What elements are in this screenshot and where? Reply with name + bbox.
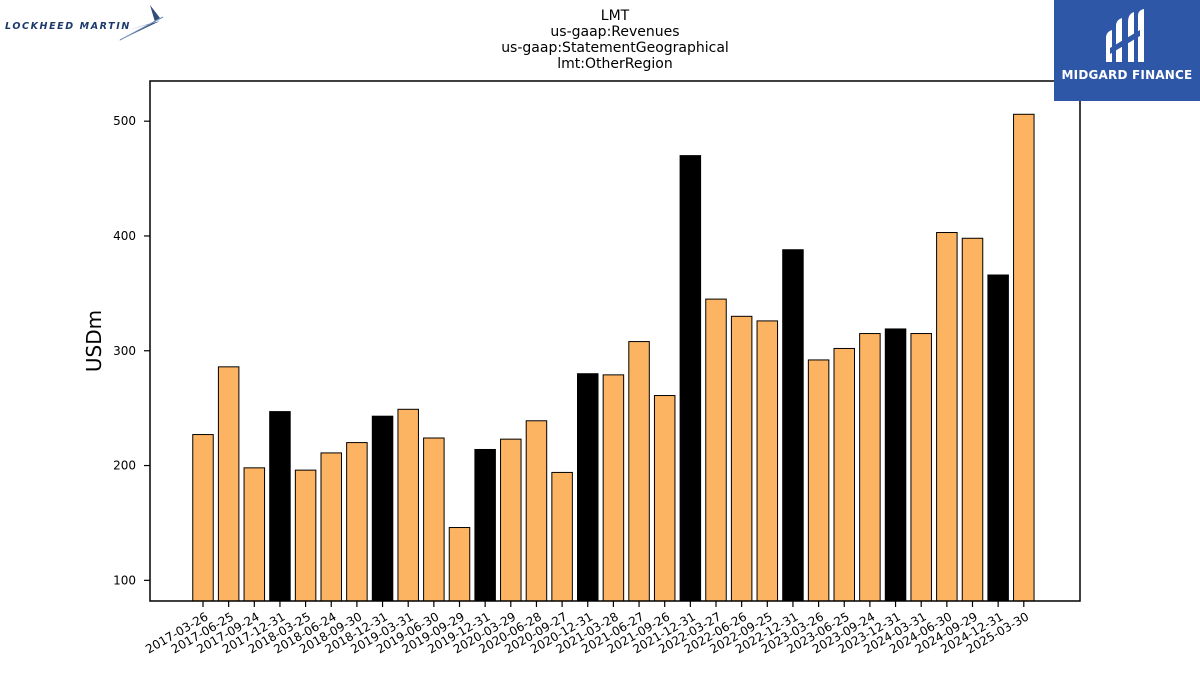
bar — [397, 408, 419, 602]
bar — [910, 333, 932, 602]
bar — [525, 420, 548, 602]
bar — [269, 411, 291, 602]
midgard-finance-logo: MIDGARD FINANCE — [1054, 0, 1200, 101]
bar — [782, 249, 804, 602]
bar — [807, 359, 830, 602]
y-tick-label: 300 — [113, 344, 136, 358]
bar — [679, 155, 702, 602]
y-tick-label: 200 — [113, 459, 136, 473]
plot-frame — [149, 80, 1081, 602]
chart-title-line: lmt:OtherRegion — [557, 56, 672, 72]
bar — [371, 415, 394, 602]
bar — [217, 366, 240, 602]
bar — [705, 298, 727, 602]
bar — [500, 438, 522, 602]
y-tick-label: 500 — [113, 114, 136, 128]
midgard-logo-icon — [1106, 9, 1144, 62]
bar — [243, 467, 266, 602]
bar — [294, 469, 317, 602]
chart-title-line: us-gaap:Revenues — [550, 24, 679, 40]
bar — [448, 527, 471, 602]
bar — [987, 274, 1009, 602]
bar — [423, 437, 445, 602]
bar — [192, 434, 214, 602]
bar — [859, 333, 881, 602]
bar — [756, 320, 779, 602]
y-axis-label: USDm — [82, 310, 106, 372]
bar — [320, 452, 342, 602]
bar — [346, 442, 368, 602]
bar — [577, 373, 599, 602]
chart-title: LMTus-gaap:Revenuesus-gaap:StatementGeog… — [501, 8, 729, 72]
bar — [1013, 113, 1035, 602]
bar — [936, 232, 958, 602]
bar — [628, 341, 650, 602]
bar — [730, 315, 753, 602]
bar — [474, 448, 496, 602]
y-tick-label: 100 — [113, 573, 136, 587]
chart-title-line: LMT — [601, 8, 630, 24]
bars-group — [192, 113, 1035, 602]
bar — [884, 328, 907, 602]
lockheed-martin-logo-text: LOCKHEED MARTIN — [5, 21, 131, 32]
y-axis: 100 200 300 400 500 — [113, 114, 150, 587]
x-axis: 2017-03-262017-06-252017-09-242017-12-31… — [143, 601, 1031, 656]
midgard-logo-text: MIDGARD FINANCE — [1061, 68, 1193, 82]
bar — [961, 237, 984, 602]
bar — [551, 471, 573, 602]
bar — [653, 395, 676, 602]
chart-title-line: us-gaap:StatementGeographical — [501, 40, 729, 56]
bar — [833, 347, 855, 602]
bar — [602, 374, 625, 602]
y-tick-label: 400 — [113, 229, 136, 243]
lockheed-martin-logo: LOCKHEED MARTIN — [5, 5, 164, 41]
